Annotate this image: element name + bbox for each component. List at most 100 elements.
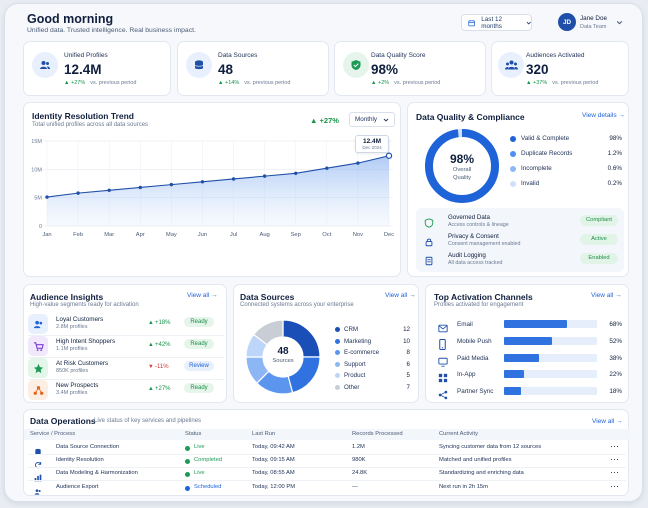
records-processed: 980K — [352, 457, 366, 464]
avatar[interactable]: JD — [558, 13, 576, 31]
data-point[interactable] — [107, 188, 111, 192]
channel-bar-fill — [504, 353, 540, 362]
legend-swatch — [510, 166, 516, 172]
data-point[interactable] — [45, 195, 49, 199]
link-label: View all — [592, 418, 615, 425]
arrow-right-icon: → — [616, 418, 623, 425]
x-tick-label: Feb — [73, 232, 83, 238]
sources-view-all-link[interactable]: View all → — [385, 292, 416, 299]
x-tick-label: Dec — [384, 232, 394, 238]
activation-title: Top Activation Channels — [434, 292, 533, 302]
y-tick-label: 10M — [31, 167, 42, 173]
x-tick-label: Sep — [291, 232, 301, 238]
col-activity: Current Activity — [439, 431, 478, 437]
more-options-icon[interactable]: ⋯ — [610, 480, 620, 491]
trend-chart: 0 5M 10M 15M Jan Feb Mar Apr May Jun Jul Aug Sep Oct N… — [31, 139, 394, 238]
legend-swatch — [510, 136, 516, 142]
segment-status-button[interactable]: Ready — [184, 317, 214, 327]
kpi-note: vs. previous period — [394, 80, 441, 86]
cart-icon — [28, 336, 48, 356]
user-menu-chevron-icon[interactable] — [616, 19, 623, 26]
kpi-card-profiles[interactable]: Unified Profiles 12.4M ▲ +27% vs. previou… — [23, 41, 171, 96]
media-icon — [438, 354, 448, 372]
legend-label: Valid & Complete — [521, 135, 570, 142]
trend-up-icon: ▲ — [218, 80, 225, 86]
audience-view-all-link[interactable]: View all → — [187, 292, 218, 299]
view-details-link[interactable]: View details → — [582, 112, 625, 119]
channel-bar-fill — [504, 387, 521, 396]
lock-icon — [424, 234, 434, 252]
compliance-status-badge: Enabled — [580, 253, 618, 264]
more-options-icon[interactable]: ⋯ — [610, 467, 620, 478]
records-processed: — — [352, 483, 358, 490]
trend-card: Identity Resolution Trend Total unified … — [23, 102, 401, 277]
data-point[interactable] — [138, 185, 142, 190]
donut-slice[interactable] — [252, 319, 284, 346]
segment-name: At Risk Customers — [56, 360, 109, 367]
segment-status-button[interactable]: Ready — [184, 383, 214, 393]
col-service: Service / Process — [30, 431, 76, 437]
legend-label: Invalid — [521, 180, 540, 187]
segment-count: 850K profiles — [56, 368, 89, 374]
trend-title: Identity Resolution Trend — [32, 111, 135, 121]
tooltip-date: Dec 2024 — [362, 145, 382, 150]
x-tick-label: Mar — [104, 232, 114, 238]
audience-subtitle: High-value segments ready for activation — [30, 302, 139, 308]
data-point[interactable] — [262, 174, 267, 178]
legend-value: 1.2% — [607, 150, 622, 157]
page-title: Good morning — [27, 12, 114, 26]
kpi-label: Unified Profiles — [64, 52, 108, 59]
channel-label: Paid Media — [457, 354, 489, 362]
kpi-card-sources[interactable]: Data Sources 48 ▲ +14% vs. previous perio… — [177, 41, 329, 96]
legend-value: 7 — [406, 383, 410, 391]
channel-value: 68% — [609, 321, 622, 328]
activation-view-all-link[interactable]: View all → — [591, 292, 622, 299]
data-point[interactable] — [325, 166, 329, 170]
kpi-delta: +27% — [70, 80, 86, 86]
kpi-note: vs. previous period — [552, 80, 599, 86]
table-header-bg — [24, 429, 630, 440]
document-icon — [424, 253, 434, 271]
segment-count: 3.4M profiles — [56, 390, 88, 396]
data-point[interactable] — [356, 161, 360, 165]
operations-view-all-link[interactable]: View all → — [592, 418, 623, 425]
x-tick-label: Jul — [230, 232, 237, 238]
data-point[interactable] — [385, 152, 393, 159]
legend-value: 12 — [403, 326, 410, 333]
col-status: Status — [185, 431, 202, 437]
data-point[interactable] — [76, 191, 80, 195]
period-select[interactable]: Monthly — [349, 112, 395, 127]
link-label: View all — [385, 292, 408, 299]
kpi-card-audiences[interactable]: Audiences Activated 320 ▲ +37% vs. previo… — [491, 41, 629, 96]
segment-delta: -11% — [155, 364, 169, 370]
data-point[interactable] — [169, 182, 174, 187]
data-point[interactable] — [231, 177, 236, 181]
more-options-icon[interactable]: ⋯ — [610, 441, 620, 451]
row-divider — [28, 454, 626, 455]
audience-icon — [498, 52, 524, 78]
channel-value: 18% — [609, 388, 622, 396]
kpi-value: 98% — [371, 62, 399, 77]
share-icon — [438, 387, 448, 405]
status-dot — [185, 485, 190, 491]
data-point[interactable] — [294, 171, 298, 175]
sources-title: Data Sources — [240, 292, 295, 302]
status-text: Completed — [194, 457, 223, 464]
status-text: Scheduled — [194, 483, 222, 490]
legend-swatch — [335, 361, 340, 367]
segment-count: 2.8M profiles — [56, 324, 88, 330]
segment-status-button[interactable]: Ready — [184, 339, 214, 349]
segment-status-button[interactable]: Review — [184, 361, 214, 371]
data-point[interactable] — [200, 180, 205, 184]
x-tick-label: Nov — [353, 232, 363, 238]
last-run: Today, 09:15 AM — [252, 457, 295, 464]
legend-value: 0.6% — [607, 165, 622, 172]
bar-chart-icon — [34, 469, 42, 487]
x-tick-label: Oct — [322, 232, 331, 238]
more-options-icon[interactable]: ⋯ — [610, 454, 620, 465]
date-range-select[interactable]: Last 12 months — [461, 14, 532, 31]
channel-bar-track — [504, 353, 597, 362]
channel-label: Email — [457, 321, 473, 328]
channel-label: In-App — [457, 371, 476, 379]
kpi-card-quality[interactable]: Data Quality Score 98% ▲ +2% vs. previous… — [334, 41, 486, 96]
